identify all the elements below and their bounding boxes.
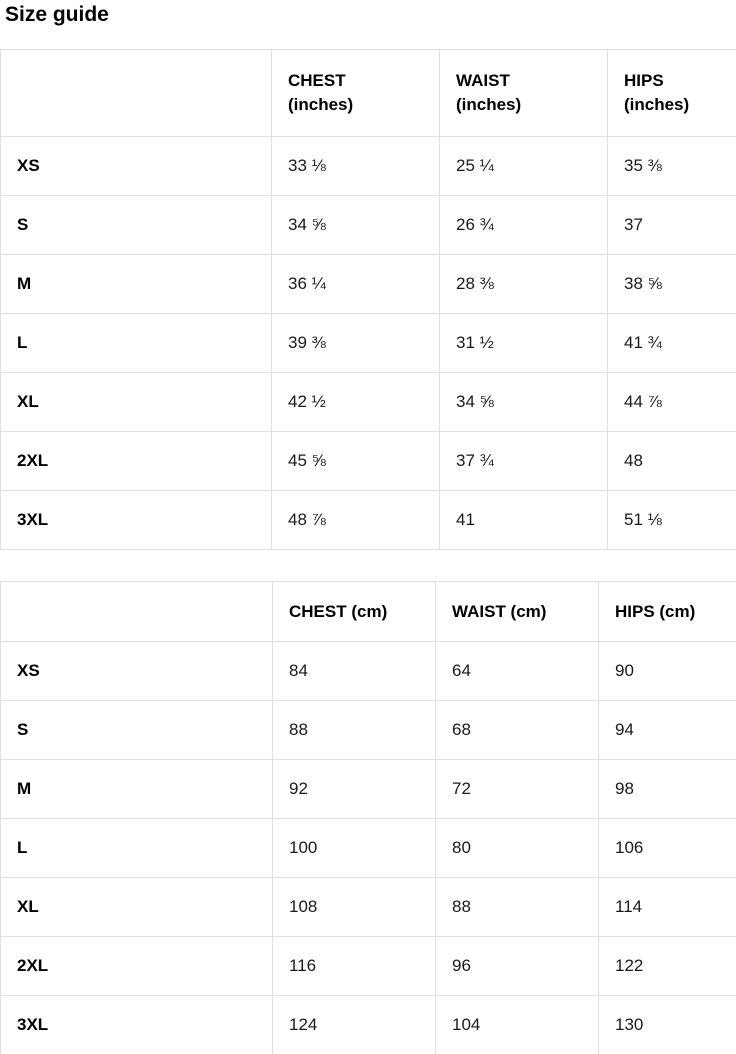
table-row-3xl: 3XL 124 104 130: [0, 995, 736, 1054]
chest-value: 116: [272, 936, 436, 996]
hips-value: 44 ⅞: [607, 372, 736, 432]
size-label: M: [0, 759, 273, 819]
chest-value: 88: [272, 700, 436, 760]
table-row-xl: XL 42 ½ 34 ⅝ 44 ⅞: [0, 372, 736, 432]
hips-value: 94: [598, 700, 736, 760]
chest-value: 39 ⅜: [271, 313, 440, 373]
table-row-l: L 39 ⅜ 31 ½ 41 ¾: [0, 313, 736, 373]
waist-value: 41: [439, 490, 608, 550]
waist-value: 96: [435, 936, 599, 996]
table-row-2xl: 2XL 45 ⅝ 37 ¾ 48: [0, 431, 736, 491]
waist-value: 28 ⅜: [439, 254, 608, 314]
size-label: S: [0, 195, 272, 255]
corner-cell: [0, 581, 273, 642]
size-label: 2XL: [0, 936, 273, 996]
table-row-s: S 34 ⅝ 26 ¾ 37: [0, 195, 736, 255]
size-label: XS: [0, 641, 273, 701]
header-unit-label: (inches): [624, 95, 690, 114]
column-header-chest-inches: CHEST (inches): [271, 49, 440, 137]
size-label: 2XL: [0, 431, 272, 491]
header-row-inches: CHEST (inches) WAIST (inches) HIPS (inch…: [0, 49, 736, 137]
size-label: S: [0, 700, 273, 760]
hips-value: 35 ⅜: [607, 136, 736, 196]
waist-value: 88: [435, 877, 599, 937]
header-unit-label: (inches): [288, 95, 354, 114]
chest-value: 92: [272, 759, 436, 819]
size-label: 3XL: [0, 995, 273, 1054]
column-header-waist-cm: WAIST (cm): [435, 581, 599, 642]
size-label: XS: [0, 136, 272, 196]
column-header-chest-cm: CHEST (cm): [272, 581, 436, 642]
size-table-inches: CHEST (inches) WAIST (inches) HIPS (inch…: [0, 49, 736, 550]
table-row-3xl: 3XL 48 ⅞ 41 51 ⅛: [0, 490, 736, 550]
table-row-s: S 88 68 94: [0, 700, 736, 760]
waist-value: 37 ¾: [439, 431, 608, 491]
waist-value: 64: [435, 641, 599, 701]
table-row-2xl: 2XL 116 96 122: [0, 936, 736, 996]
column-header-waist-inches: WAIST (inches): [439, 49, 608, 137]
waist-value: 68: [435, 700, 599, 760]
chest-value: 48 ⅞: [271, 490, 440, 550]
chest-value: 100: [272, 818, 436, 878]
waist-value: 104: [435, 995, 599, 1054]
hips-value: 37: [607, 195, 736, 255]
table-row-m: M 92 72 98: [0, 759, 736, 819]
chest-value: 33 ⅛: [271, 136, 440, 196]
hips-value: 41 ¾: [607, 313, 736, 373]
size-label: L: [0, 818, 273, 878]
chest-value: 108: [272, 877, 436, 937]
chest-value: 84: [272, 641, 436, 701]
waist-value: 26 ¾: [439, 195, 608, 255]
hips-value: 122: [598, 936, 736, 996]
header-measure-label: CHEST: [288, 71, 346, 90]
hips-value: 90: [598, 641, 736, 701]
chest-value: 42 ½: [271, 372, 440, 432]
size-label: M: [0, 254, 272, 314]
hips-value: 48: [607, 431, 736, 491]
page-title: Size guide: [5, 3, 109, 26]
waist-value: 72: [435, 759, 599, 819]
hips-value: 106: [598, 818, 736, 878]
column-header-hips-cm: HIPS (cm): [598, 581, 736, 642]
header-measure-label: HIPS: [624, 71, 664, 90]
chest-value: 36 ¼: [271, 254, 440, 314]
header-row-cm: CHEST (cm) WAIST (cm) HIPS (cm): [0, 581, 736, 642]
hips-value: 51 ⅛: [607, 490, 736, 550]
chest-value: 45 ⅝: [271, 431, 440, 491]
table-row-xl: XL 108 88 114: [0, 877, 736, 937]
hips-value: 38 ⅝: [607, 254, 736, 314]
size-label: XL: [0, 372, 272, 432]
waist-value: 31 ½: [439, 313, 608, 373]
hips-value: 130: [598, 995, 736, 1054]
hips-value: 114: [598, 877, 736, 937]
chest-value: 34 ⅝: [271, 195, 440, 255]
table-row-m: M 36 ¼ 28 ⅜ 38 ⅝: [0, 254, 736, 314]
size-label: 3XL: [0, 490, 272, 550]
chest-value: 124: [272, 995, 436, 1054]
column-header-hips-inches: HIPS (inches): [607, 49, 736, 137]
table-row-xs: XS 84 64 90: [0, 641, 736, 701]
waist-value: 80: [435, 818, 599, 878]
header-unit-label: (inches): [456, 95, 522, 114]
table-row-xs: XS 33 ⅛ 25 ¼ 35 ⅜: [0, 136, 736, 196]
table-row-l: L 100 80 106: [0, 818, 736, 878]
header-measure-label: WAIST: [456, 71, 510, 90]
size-table-cm: CHEST (cm) WAIST (cm) HIPS (cm) XS 84 64…: [0, 581, 736, 1054]
corner-cell: [0, 49, 272, 137]
waist-value: 34 ⅝: [439, 372, 608, 432]
waist-value: 25 ¼: [439, 136, 608, 196]
size-label: XL: [0, 877, 273, 937]
hips-value: 98: [598, 759, 736, 819]
size-label: L: [0, 313, 272, 373]
